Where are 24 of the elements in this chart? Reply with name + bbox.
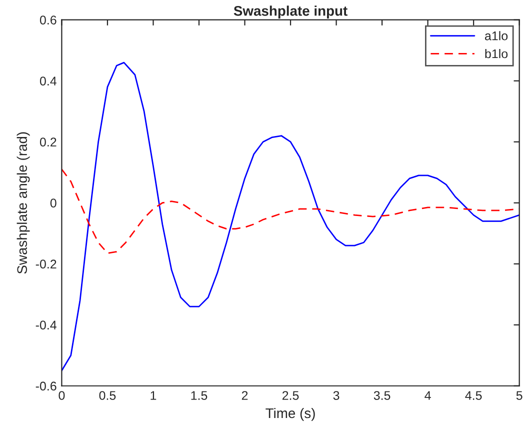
x-tick-label: 3.5 [374,391,390,400]
y-tick-label: 0.6 [40,16,56,24]
x-tick-label: 0.5 [99,391,116,400]
x-tick-label: 4.5 [465,391,482,400]
x-tick-label: 0 [58,391,65,400]
x-tick-label: 5 [516,391,522,400]
x-tick-label: 4 [424,391,431,400]
y-axis-title: Swashplate angle (rad) [16,132,30,274]
legend-label: b1lo [485,48,508,58]
y-tick-label: -0.2 [36,260,56,269]
y-tick-label: -0.4 [36,320,56,330]
x-tick-label: 1.5 [191,391,208,400]
line-series [62,62,520,372]
y-tick-label: 0.4 [40,76,56,86]
x-tick-label: 3 [333,391,340,400]
y-tick-label: 0.2 [40,138,56,147]
x-tick-label: 2 [242,391,248,400]
chart-title: Swashplate input [234,6,348,19]
y-tick-label: -0.6 [36,382,56,391]
legend-label: a1lo [484,31,508,40]
x-tick-label: 1 [150,391,156,400]
x-axis-title: Time (s) [266,408,315,421]
y-tick-label: 0 [50,198,56,208]
x-tick-label: 2.5 [282,391,299,400]
